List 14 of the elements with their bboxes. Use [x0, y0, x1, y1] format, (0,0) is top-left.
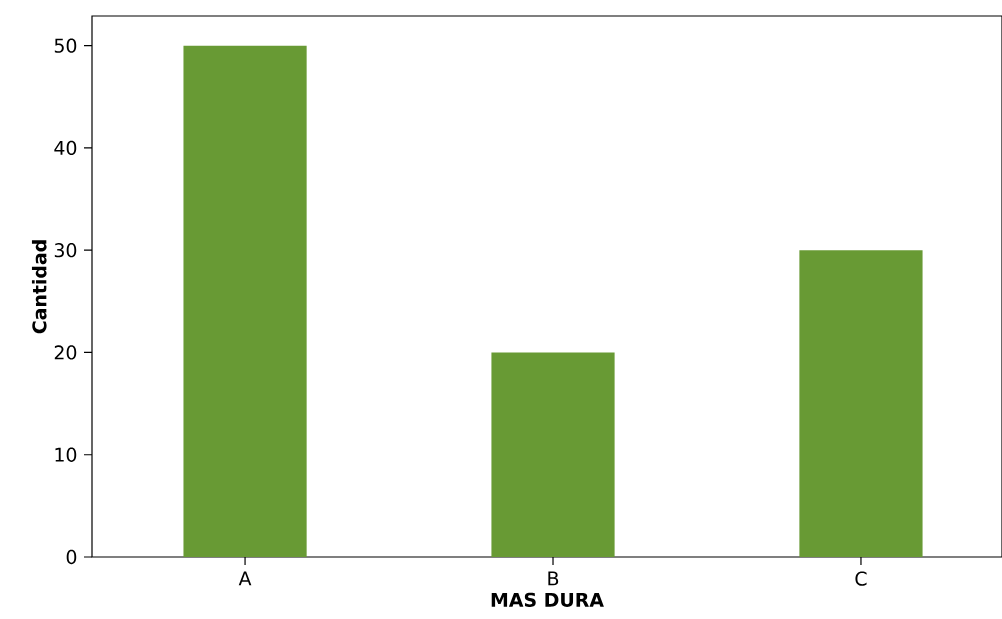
y-tick-label: 20	[54, 345, 77, 360]
y-tick-label: 40	[54, 140, 77, 156]
bar	[491, 352, 615, 557]
y-tick-label: 10	[55, 447, 77, 462]
bar	[183, 45, 307, 557]
x-tick-label: C	[855, 571, 867, 586]
y-tick-label: 50	[54, 38, 77, 53]
x-tick-label: A	[238, 571, 252, 586]
y-tick-label: 30	[54, 243, 77, 258]
y-axis-title: Cantidad	[31, 240, 47, 334]
x-tick-label: B	[548, 571, 559, 586]
y-tick-label: 0	[66, 549, 77, 565]
x-axis-title: MAS DURA	[491, 592, 604, 607]
bar	[799, 250, 923, 557]
